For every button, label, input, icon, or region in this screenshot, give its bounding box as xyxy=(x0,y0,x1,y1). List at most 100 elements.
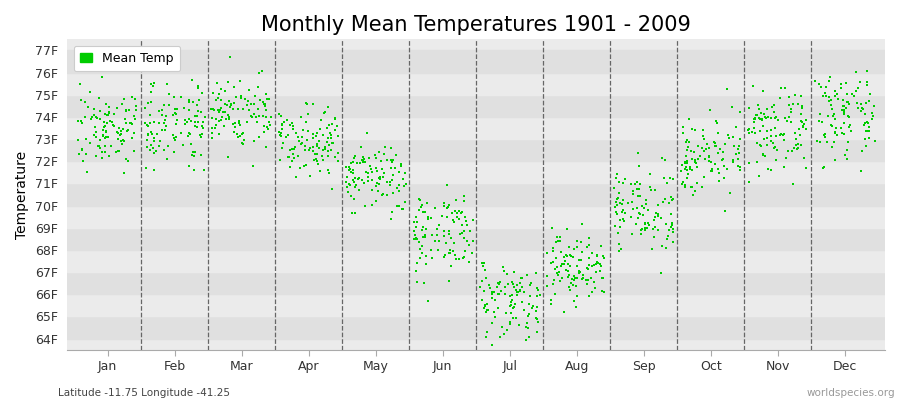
Point xyxy=(570,238,584,244)
Point xyxy=(485,289,500,295)
Point xyxy=(457,254,472,260)
Point xyxy=(306,144,320,150)
Point xyxy=(787,145,801,152)
Point xyxy=(452,255,466,262)
Point xyxy=(190,113,204,120)
Point xyxy=(291,134,305,140)
Point xyxy=(530,285,544,291)
Point xyxy=(153,138,167,144)
Point xyxy=(417,280,431,286)
Point xyxy=(312,145,327,151)
Point xyxy=(500,280,515,287)
Point xyxy=(330,123,345,130)
Point xyxy=(632,209,646,216)
Point xyxy=(415,227,429,233)
Point xyxy=(752,142,767,148)
Point xyxy=(228,120,242,126)
Point xyxy=(300,137,314,143)
Point xyxy=(678,166,692,172)
Point xyxy=(348,210,363,216)
Point xyxy=(465,217,480,224)
Point xyxy=(597,289,611,295)
Point xyxy=(442,278,456,285)
Point xyxy=(87,124,102,130)
Point xyxy=(723,190,737,196)
Point xyxy=(187,153,202,159)
Point xyxy=(182,107,196,113)
Point xyxy=(829,124,843,131)
Point xyxy=(808,78,823,84)
Point xyxy=(830,91,844,97)
Point xyxy=(548,254,562,261)
Point xyxy=(257,100,272,107)
Point xyxy=(144,128,158,135)
Point xyxy=(281,132,295,138)
Point xyxy=(748,115,762,121)
Point xyxy=(116,126,130,132)
Point xyxy=(428,238,442,245)
Point xyxy=(665,196,680,203)
Point xyxy=(611,195,625,201)
Point xyxy=(675,162,689,168)
Point xyxy=(384,209,399,215)
Point xyxy=(298,146,312,153)
Point xyxy=(450,210,464,216)
Point xyxy=(97,119,112,125)
Point xyxy=(795,103,809,110)
Point xyxy=(384,157,399,163)
Point xyxy=(557,257,572,264)
Point xyxy=(742,104,756,111)
Point xyxy=(407,236,421,242)
Point xyxy=(582,242,597,248)
Point xyxy=(342,167,356,174)
Point xyxy=(458,218,473,224)
Point xyxy=(660,180,674,186)
Point xyxy=(651,213,665,219)
Point xyxy=(391,184,405,191)
Point xyxy=(275,121,290,128)
Point xyxy=(347,184,362,190)
Text: worldspecies.org: worldspecies.org xyxy=(807,388,896,398)
Point xyxy=(347,174,362,181)
Point xyxy=(284,119,299,126)
Point xyxy=(565,254,580,260)
Point xyxy=(415,250,429,256)
Point xyxy=(197,114,211,120)
Point xyxy=(339,184,354,190)
Point xyxy=(155,127,169,133)
Point xyxy=(758,114,772,120)
Point xyxy=(580,266,595,272)
Point xyxy=(865,116,879,122)
Point xyxy=(285,158,300,164)
Point xyxy=(837,131,851,137)
Point xyxy=(565,282,580,288)
Point xyxy=(530,304,544,310)
Point xyxy=(828,93,842,100)
Point xyxy=(302,111,316,118)
Bar xyxy=(68,139,885,161)
Point xyxy=(222,98,237,104)
Point xyxy=(475,278,490,285)
Point xyxy=(276,119,291,126)
Bar xyxy=(68,72,885,95)
Point xyxy=(693,152,707,159)
Point xyxy=(125,121,140,127)
Point xyxy=(190,102,204,108)
Point xyxy=(325,121,339,127)
Point xyxy=(755,116,770,122)
Point xyxy=(244,101,258,107)
Point xyxy=(233,121,248,128)
Point xyxy=(274,112,289,119)
Point xyxy=(590,260,605,266)
Point xyxy=(411,239,426,245)
Point xyxy=(608,209,623,215)
Point xyxy=(796,124,810,130)
Point xyxy=(497,268,511,274)
Point xyxy=(182,163,196,169)
Point xyxy=(212,107,227,113)
Point xyxy=(123,120,138,127)
Point xyxy=(399,181,413,187)
Point xyxy=(612,178,626,185)
Point xyxy=(396,206,410,212)
Point xyxy=(227,84,241,90)
